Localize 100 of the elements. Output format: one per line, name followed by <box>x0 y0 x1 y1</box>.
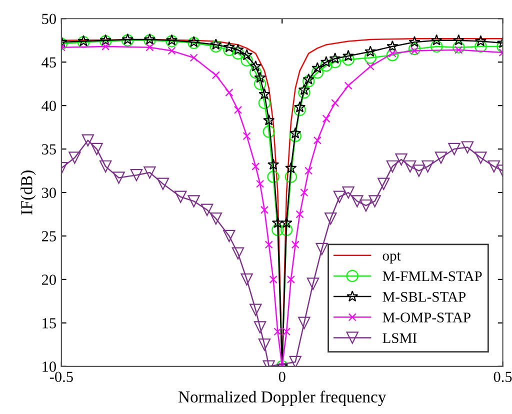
point <box>408 36 420 48</box>
point <box>324 212 337 225</box>
point <box>404 160 416 173</box>
point <box>264 240 273 249</box>
point <box>174 190 187 203</box>
point <box>252 162 260 170</box>
point <box>351 195 364 208</box>
point <box>285 162 297 174</box>
point <box>333 190 346 203</box>
point <box>366 62 374 70</box>
x-tick-label: 0 <box>278 372 286 382</box>
point <box>298 316 310 330</box>
point <box>232 47 244 60</box>
point <box>99 160 112 173</box>
point <box>302 73 314 85</box>
point <box>232 247 244 260</box>
point <box>280 216 292 228</box>
point <box>322 114 330 123</box>
point <box>240 273 253 286</box>
point <box>296 210 304 218</box>
y-tick-label: 30 <box>42 188 56 198</box>
point <box>430 34 442 46</box>
point <box>210 38 222 50</box>
point <box>448 142 460 156</box>
point <box>289 356 302 366</box>
point <box>386 160 399 173</box>
point <box>267 158 280 170</box>
point <box>328 56 342 68</box>
x-axis-title: Normalized Doppler frequency <box>178 390 386 406</box>
point <box>254 78 266 90</box>
point <box>256 180 264 188</box>
point <box>234 106 242 114</box>
point <box>190 54 198 62</box>
point <box>225 88 234 97</box>
point <box>430 40 443 53</box>
point <box>474 40 487 53</box>
point <box>474 35 487 46</box>
point <box>284 170 298 183</box>
legend-label: opt <box>382 252 401 264</box>
point <box>302 75 315 88</box>
y-tick-label: 40 <box>42 100 56 112</box>
point <box>434 152 448 164</box>
point <box>262 126 275 138</box>
point <box>408 42 421 56</box>
point <box>258 338 271 351</box>
point <box>412 164 426 177</box>
point <box>291 240 300 249</box>
point <box>223 230 236 242</box>
point <box>286 275 295 284</box>
y-tick-label: 45 <box>42 57 56 68</box>
point <box>200 204 214 216</box>
y-tick-label: 50 <box>42 14 56 24</box>
point <box>313 136 322 144</box>
point <box>331 98 340 107</box>
point <box>378 178 390 190</box>
point <box>250 60 262 72</box>
point <box>90 142 103 156</box>
point <box>82 134 94 146</box>
point <box>130 169 143 182</box>
y-tick-label: 25 <box>42 231 56 242</box>
point <box>144 166 156 179</box>
point <box>320 59 332 72</box>
point <box>112 172 125 184</box>
point <box>250 66 262 79</box>
point <box>298 86 310 99</box>
point <box>342 186 354 199</box>
point <box>272 224 284 236</box>
point <box>146 43 154 52</box>
point <box>250 304 262 316</box>
point <box>320 56 332 68</box>
point <box>342 50 354 62</box>
point <box>254 72 266 83</box>
point <box>364 46 376 57</box>
point <box>263 114 275 126</box>
point <box>298 84 310 95</box>
point <box>461 141 474 154</box>
point <box>210 40 222 53</box>
point <box>342 53 354 66</box>
point <box>242 132 251 140</box>
y-tick-label: 20 <box>42 274 56 285</box>
point <box>344 82 352 90</box>
point <box>386 40 398 52</box>
y-tick-label: 15 <box>42 318 56 328</box>
point <box>364 52 376 64</box>
legend-label: M-OMP-STAP <box>382 312 470 322</box>
point <box>240 54 253 66</box>
point <box>254 321 266 334</box>
point <box>452 34 464 46</box>
point <box>290 127 302 138</box>
point <box>304 166 313 175</box>
point <box>267 170 280 183</box>
point <box>289 130 302 142</box>
point <box>311 66 324 79</box>
point <box>258 96 271 110</box>
point <box>280 224 293 236</box>
point <box>294 101 306 112</box>
point <box>168 46 176 55</box>
point <box>422 160 434 173</box>
point <box>316 242 328 256</box>
point <box>223 44 236 56</box>
